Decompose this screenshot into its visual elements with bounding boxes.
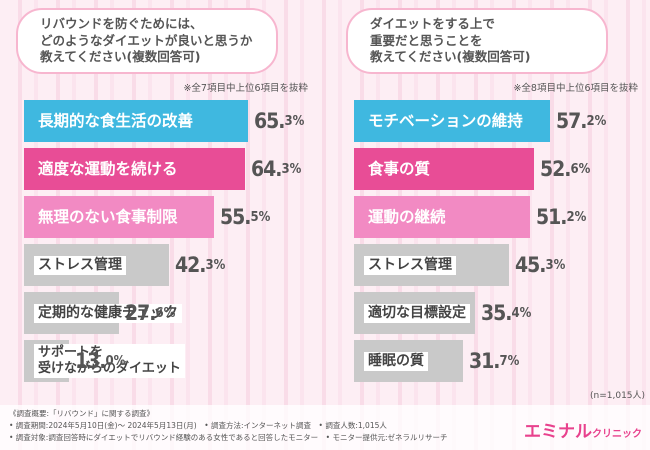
bar: 適切な目標設定 xyxy=(354,292,475,334)
brand-main: エミナル xyxy=(524,422,592,442)
value-number: 65. xyxy=(254,109,285,133)
bar: 定期的な健康チェック xyxy=(24,292,182,334)
bar-row-2: 適度な運動を続ける 64. 3% xyxy=(8,148,318,190)
bar-value: 35. 4% xyxy=(481,292,531,334)
bar-value: 45. 3% xyxy=(515,244,565,286)
footer-line-3: • 調査対象:調査回答時にダイエットでリバウンド経験のある女性であると回答したモ… xyxy=(9,433,448,442)
bar-row-4: ストレス管理 42. 3% xyxy=(8,244,318,286)
right-question-box: ダイエットをする上で 重要だと思うことを 教えてください(複数回答可) xyxy=(346,8,608,74)
bar-label: ストレス管理 xyxy=(34,255,126,275)
bar: モチベーションの維持 xyxy=(354,100,550,142)
bar-row-1: モチベーションの維持 57. 2% xyxy=(338,100,648,142)
bar-value: 51. 2% xyxy=(536,196,586,238)
bar-label: 適切な目標設定 xyxy=(364,303,470,323)
bar: ストレス管理 xyxy=(24,244,169,286)
right-question-line-1: ダイエットをする上で xyxy=(370,16,495,31)
bar: 食事の質 xyxy=(354,148,534,190)
value-decimal-percent: 3% xyxy=(545,257,566,273)
bar-value: 42. 3% xyxy=(175,244,225,286)
footer-line-1: 《調査概要:「リバウンド」に関する調査》 xyxy=(9,409,155,418)
value-number: 64. xyxy=(251,157,282,181)
bar-row-6: 睡眠の質 31. 7% xyxy=(338,340,648,382)
bar-label: ストレス管理 xyxy=(364,255,456,275)
bar-value: 64. 3% xyxy=(251,148,301,190)
value-number: 55. xyxy=(220,205,251,229)
left-question-box: リバウンドを防ぐためには、 どのようなダイエットが良いと思うか 教えてください(… xyxy=(16,8,278,74)
value-decimal-percent: 5% xyxy=(250,209,271,225)
brand-logo: エミナルクリニック xyxy=(524,417,642,442)
bar-row-4: ストレス管理 45. 3% xyxy=(338,244,648,286)
value-decimal-percent: 2% xyxy=(586,113,607,129)
left-question-line-2: どのようなダイエットが良いと思うか xyxy=(40,32,253,48)
bar-label: 適度な運動を続ける xyxy=(38,159,178,178)
bar-label: 運動の継続 xyxy=(368,207,446,226)
value-decimal-percent: 3% xyxy=(284,113,305,129)
value-decimal-percent: 4% xyxy=(511,305,532,321)
bar: 適度な運動を続ける xyxy=(24,148,245,190)
left-question-line-1: リバウンドを防ぐためには、 xyxy=(40,16,203,31)
bar: ストレス管理 xyxy=(354,244,509,286)
bar-value: 31. 7% xyxy=(469,340,519,382)
value-number: 57. xyxy=(556,109,587,133)
right-question-line-2: 重要だと思うことを xyxy=(370,32,483,48)
left-chart-panel: リバウンドを防ぐためには、 どのようなダイエットが良いと思うか 教えてください(… xyxy=(8,0,318,385)
brand-sub: クリニック xyxy=(592,429,642,440)
value-number: 35. xyxy=(481,301,512,325)
value-number: 52. xyxy=(540,157,571,181)
bar-value: 55. 5% xyxy=(220,196,270,238)
right-question-line-3: 教えてください(複数回答可) xyxy=(370,49,531,64)
value-number: 42. xyxy=(175,253,206,277)
bar: 睡眠の質 xyxy=(354,340,463,382)
value-decimal-percent: 0% xyxy=(105,353,126,369)
bar-row-5: 適切な目標設定 35. 4% xyxy=(338,292,648,334)
sample-size: (n=1,015人) xyxy=(590,391,646,401)
value-number: 27. xyxy=(125,301,156,325)
survey-footer: 《調査概要:「リバウンド」に関する調査》 • 調査期間:2024年5月10日(金… xyxy=(0,405,650,450)
bar: サポートを 受けながらのダイエット xyxy=(24,340,185,382)
bar-value: 57. 2% xyxy=(556,100,606,142)
left-note: ※全7項目中上位6項目を抜粋 xyxy=(183,83,308,94)
bar-row-3: 無理のない食事制限 55. 5% xyxy=(8,196,318,238)
value-decimal-percent: 6% xyxy=(155,305,176,321)
bar-row-1: 長期的な食生活の改善 65. 3% xyxy=(8,100,318,142)
bar-label: 定期的な健康チェック xyxy=(34,303,182,323)
bar: 無理のない食事制限 xyxy=(24,196,214,238)
bar-value: 65. 3% xyxy=(254,100,304,142)
bar-label: サポートを 受けながらのダイエット xyxy=(34,344,185,378)
bar: 長期的な食生活の改善 xyxy=(24,100,248,142)
left-question-line-3: 教えてください(複数回答可) xyxy=(40,49,201,64)
value-number: 13. xyxy=(75,349,106,373)
bar-row-2: 食事の質 52. 6% xyxy=(338,148,648,190)
value-decimal-percent: 2% xyxy=(566,209,587,225)
value-number: 45. xyxy=(515,253,546,277)
value-number: 31. xyxy=(469,349,500,373)
right-note: ※全8項目中上位6項目を抜粋 xyxy=(513,83,638,94)
bar-value: 27. 6% xyxy=(125,292,175,334)
bar-label: 無理のない食事制限 xyxy=(38,207,178,226)
bar-value: 13. 0% xyxy=(75,340,125,382)
bar-label: 長期的な食生活の改善 xyxy=(38,111,194,130)
bar-row-3: 運動の継続 51. 2% xyxy=(338,196,648,238)
value-decimal-percent: 6% xyxy=(570,161,591,177)
footer-line-2: • 調査期間:2024年5月10日(金)～ 2024年5月13日(月) • 調査… xyxy=(9,421,387,430)
value-number: 51. xyxy=(536,205,567,229)
bar-row-6: サポートを 受けながらのダイエット 13. 0% xyxy=(8,340,318,382)
bar-value: 52. 6% xyxy=(540,148,590,190)
bar-row-5: 定期的な健康チェック 27. 6% xyxy=(8,292,318,334)
value-decimal-percent: 3% xyxy=(205,257,226,273)
right-chart-panel: ダイエットをする上で 重要だと思うことを 教えてください(複数回答可) ※全8項… xyxy=(338,0,648,385)
value-decimal-percent: 3% xyxy=(281,161,302,177)
bar-label: 睡眠の質 xyxy=(364,351,428,371)
bar-label: モチベーションの維持 xyxy=(368,111,523,130)
bar-label: 食事の質 xyxy=(368,159,431,178)
value-decimal-percent: 7% xyxy=(499,353,520,369)
bar: 運動の継続 xyxy=(354,196,530,238)
